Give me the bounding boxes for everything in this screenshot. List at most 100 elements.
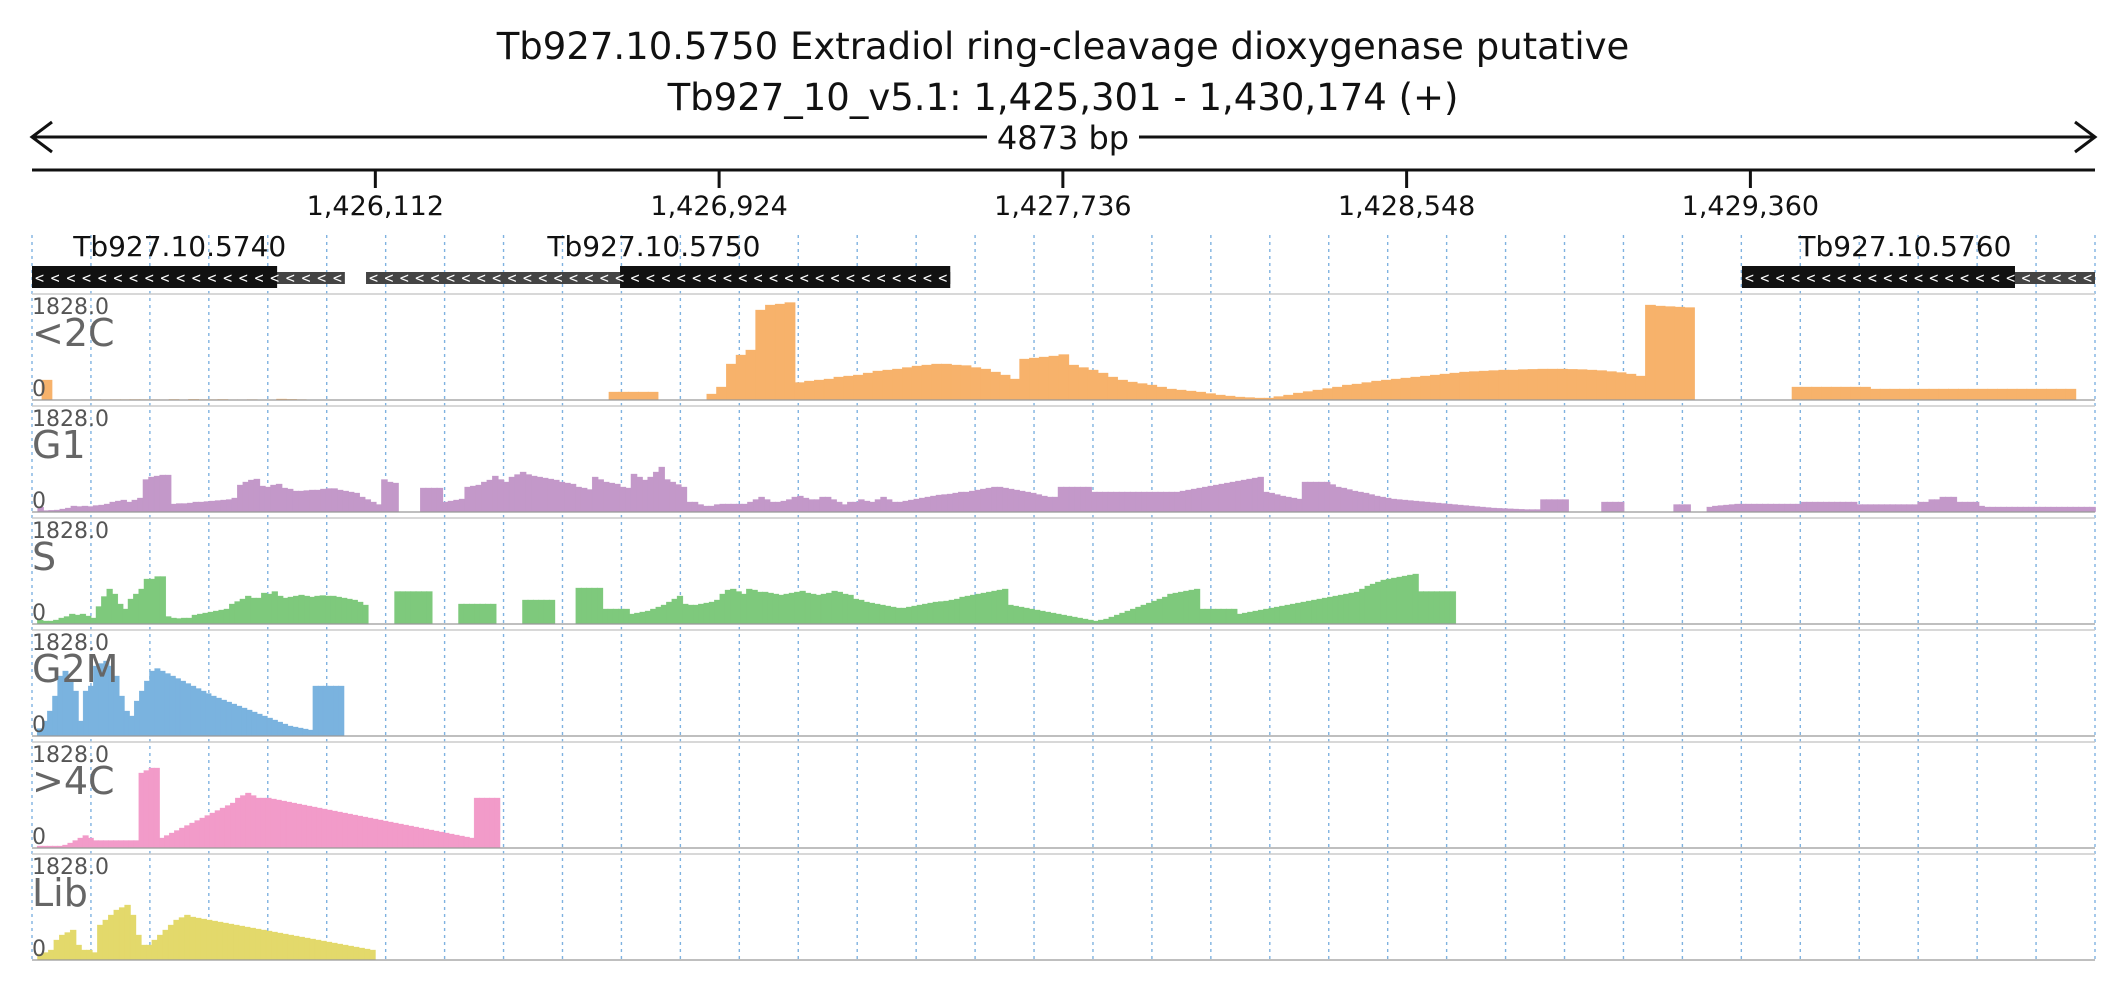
coverage-bar (101, 596, 108, 625)
coverage-bar (1302, 391, 1314, 401)
coverage-bar (314, 595, 321, 625)
coverage-bar (525, 474, 532, 513)
coverage-bar (852, 501, 860, 513)
coverage-bar (1076, 617, 1083, 625)
coverage-bar (1957, 388, 1969, 401)
coverage-bar (405, 591, 412, 625)
coverage-bar (1423, 501, 1431, 513)
coverage-bar (108, 914, 115, 961)
coverage-bar (1332, 595, 1339, 625)
coverage-bar (2011, 506, 2019, 513)
coverage-bar (159, 474, 166, 513)
coverage-bar (1400, 377, 1412, 401)
coverage-bar (1412, 573, 1419, 625)
coverage-bar (960, 365, 972, 401)
coverage-bar (245, 792, 252, 849)
coverage-bar (67, 842, 74, 849)
coverage-bar (1175, 389, 1187, 401)
coverage-bar (162, 929, 169, 961)
coverage-bar (713, 504, 721, 513)
coverage-bar (181, 617, 188, 625)
coverage-bar (231, 497, 238, 513)
coverage-bar (666, 601, 673, 625)
coverage-bar (2016, 388, 2028, 401)
coverage-bar (575, 486, 582, 513)
coverage-bar (197, 613, 204, 625)
coverage-bar (137, 497, 144, 513)
coverage-bar (1359, 588, 1366, 625)
coverage-bar (906, 606, 913, 625)
coverage-bar (1018, 606, 1025, 625)
coverage-bar (69, 613, 76, 625)
coverage-bar (255, 597, 262, 625)
coverage-bar (1879, 388, 1891, 401)
coverage-bar (113, 840, 120, 849)
coverage-bar (1654, 305, 1666, 401)
coverage-bar (1236, 613, 1243, 625)
coverage-bar (1459, 371, 1471, 401)
coverage-bar (375, 504, 383, 513)
coverage-bar (791, 496, 799, 513)
coverage-bar (719, 593, 726, 625)
coverage-bar (158, 837, 165, 849)
coverage-bar (580, 587, 588, 625)
coverage-bar (1440, 503, 1447, 513)
track-max-label: 1828.0 (32, 743, 109, 768)
coverage-bar (858, 599, 865, 625)
coverage-bar (820, 593, 828, 625)
coverage-bar (1364, 585, 1371, 625)
coverage-bar (985, 487, 993, 513)
coverage-bar (841, 504, 848, 513)
coverage-bar (103, 503, 111, 513)
coverage-bar (282, 597, 289, 625)
coverage-bar (297, 727, 304, 737)
coverage-bar (173, 919, 180, 961)
coverage-bar (2026, 388, 2038, 401)
coverage-bar (175, 618, 183, 625)
coverage-bar (569, 483, 577, 513)
coverage-bar (591, 587, 598, 625)
coverage-bar (1412, 500, 1420, 513)
coverage-bar (842, 593, 849, 625)
gene-cds-bar (1741, 266, 2015, 288)
coverage-bar (2056, 506, 2063, 513)
coverage-bar (153, 475, 161, 513)
coverage-bar (1329, 484, 1336, 513)
coverage-bar (2006, 506, 2013, 513)
coverage-bar (872, 370, 884, 401)
coverage-bar (1407, 574, 1414, 625)
coverage-bar (919, 497, 926, 513)
coverage-bar (494, 797, 501, 849)
coverage-bar (240, 795, 247, 849)
coverage-bar (1161, 596, 1169, 625)
coverage-bar (244, 926, 251, 961)
coverage-bar (1557, 368, 1568, 401)
coverage-bar (2055, 388, 2067, 401)
coverage-bar (1417, 591, 1425, 625)
coverage-bar (603, 481, 610, 513)
coverage-bar (98, 504, 105, 513)
coverage-bar (1136, 383, 1148, 401)
coverage-bar (1547, 368, 1559, 401)
coverage-bar (326, 809, 333, 849)
coverage-bar (1938, 388, 1950, 401)
coverage-bar (235, 797, 242, 849)
coverage-bar (1152, 491, 1159, 513)
coverage-bar (778, 594, 785, 625)
coverage-bar (338, 685, 345, 737)
coverage-bar (484, 603, 492, 625)
coverage-bar (1209, 608, 1217, 625)
coverage-bar (1462, 505, 1470, 513)
coverage-bar (835, 501, 843, 513)
coverage-bar (1257, 476, 1264, 513)
coverage-bar (464, 486, 471, 513)
coverage-bar (1196, 487, 1203, 513)
coverage-bar (142, 479, 150, 513)
coverage-bar (250, 795, 257, 849)
coverage-bar (281, 487, 288, 513)
coverage-bar (618, 391, 630, 401)
coverage-bar (1527, 369, 1539, 401)
coverage-bar (195, 688, 202, 737)
coverage-bar (536, 476, 543, 513)
